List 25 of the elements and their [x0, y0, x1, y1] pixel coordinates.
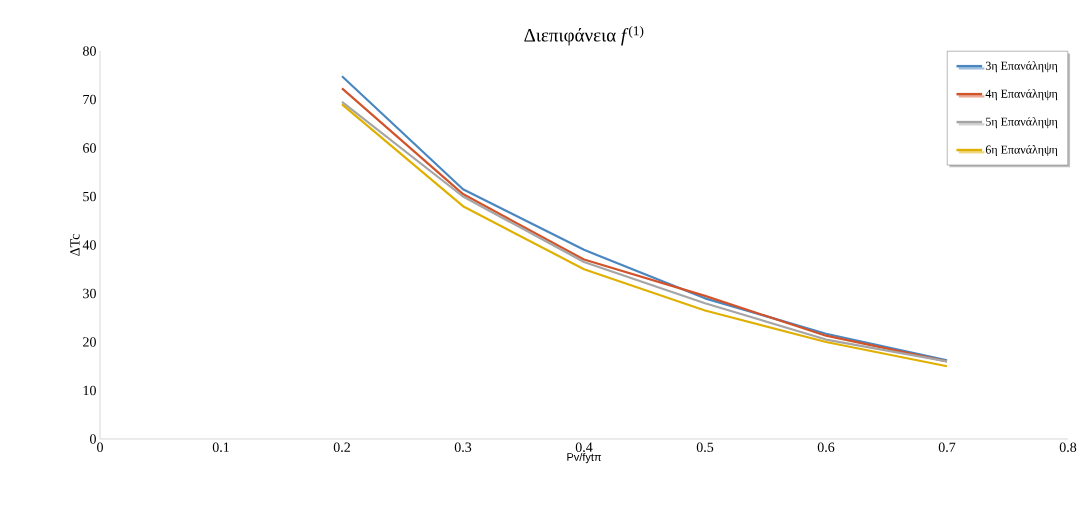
x-tick-label: 0	[97, 442, 103, 452]
x-tick-label: 0.4	[575, 442, 593, 453]
x-tick-label: 0.2	[333, 442, 350, 453]
y-tick-label: 40	[82, 240, 96, 250]
legend-label: 4η Επανάληψη	[985, 89, 1058, 101]
y-tick-label: 20	[83, 337, 96, 347]
y-tick-label: 50	[83, 191, 96, 202]
y-tick-label: 70	[83, 94, 96, 105]
x-tick-label: 0.6	[817, 442, 835, 453]
x-tick-label: 0.1	[212, 442, 229, 453]
chart-title: Διεπιφάνεια f$^{(1)}$	[524, 25, 644, 46]
y-tick-label: 10	[83, 385, 96, 396]
legend-label: 5η Επανάληψη	[986, 117, 1058, 129]
x-tick-label: 0.5	[696, 442, 714, 453]
y-tick-label: 0	[90, 434, 96, 444]
x-tick-label: 0.3	[454, 442, 472, 453]
legend-label: 3η Επανάληψη	[985, 61, 1058, 73]
y-tick-label: 60	[83, 143, 96, 153]
x-tick-label: 0.8	[1059, 442, 1077, 453]
y-tick-label: 80	[83, 46, 96, 56]
x-axis-title: Pv/fytπ	[567, 452, 602, 464]
y-axis-title: ΔTc	[70, 234, 80, 256]
y-tick-label: 30	[83, 288, 96, 299]
x-tick-label: 0.7	[938, 442, 956, 453]
legend-label: 6η Επανάληψη	[985, 145, 1058, 157]
